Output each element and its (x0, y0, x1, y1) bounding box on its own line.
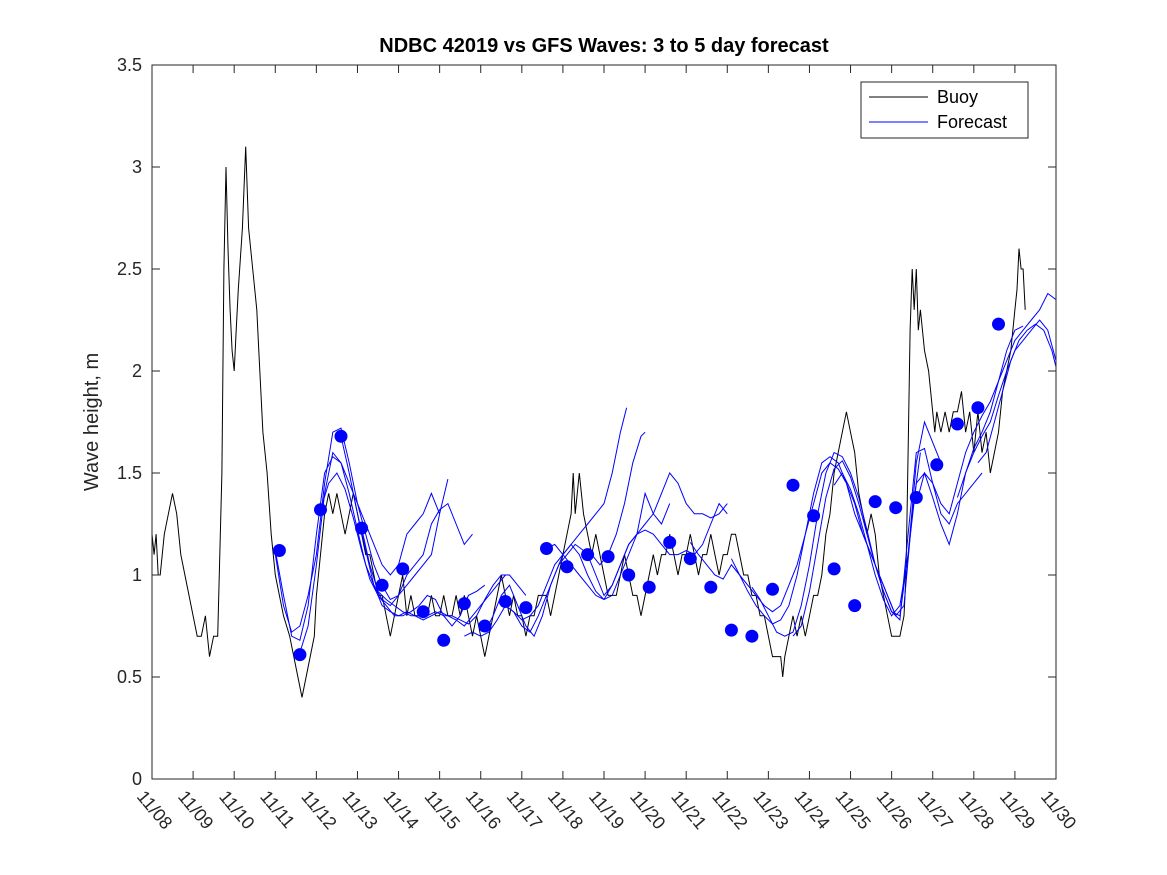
forecast-run-line-2 (274, 455, 441, 642)
buoy-series-line (151, 146, 1026, 698)
forecast-run-line-13 (730, 452, 921, 625)
forecast-marker-8 (416, 605, 430, 619)
forecast-marker-32 (909, 491, 923, 504)
y-tick-label: 2 (132, 361, 142, 381)
forecast-marker-18 (622, 568, 636, 582)
forecast-marker-22 (704, 580, 718, 594)
forecast-marker-2 (293, 648, 307, 662)
forecast-run-line-5 (340, 436, 506, 627)
y-tick-label: 0.5 (117, 667, 142, 687)
y-tick-label: 2.5 (117, 259, 142, 279)
forecast-marker-6 (375, 578, 389, 592)
y-tick-label: 1.5 (117, 463, 142, 483)
forecast-marker-24 (745, 629, 759, 643)
forecast-run-line-16 (833, 325, 1024, 617)
forecast-marker-17 (601, 550, 615, 564)
series-layer (151, 146, 1057, 698)
forecast-marker-5 (355, 521, 369, 535)
forecast-run-line-17 (915, 292, 1057, 515)
forecast-run-line-4 (320, 472, 486, 627)
forecast-marker-28 (827, 562, 841, 576)
forecast-run-line-19 (977, 323, 1057, 464)
forecast-run-line-7 (464, 407, 628, 637)
forecast-marker-11 (478, 619, 492, 633)
forecast-run-line-6 (361, 527, 527, 625)
forecast-marker-1 (272, 544, 286, 557)
marker-layer (272, 317, 1005, 662)
forecast-marker-4 (334, 429, 348, 443)
forecast-marker-33 (930, 458, 944, 472)
forecast-marker-16 (581, 548, 595, 562)
forecast-marker-29 (848, 599, 862, 613)
forecast-marker-7 (396, 562, 410, 576)
forecast-marker-12 (498, 595, 512, 608)
forecast-marker-14 (540, 542, 553, 555)
forecast-marker-13 (519, 601, 533, 615)
y-axis-label: Wave height, m (81, 353, 103, 491)
forecast-run-line-9 (505, 491, 671, 621)
forecast-run-line-12 (689, 462, 897, 616)
forecast-run-line-3 (299, 451, 473, 653)
forecast-marker-10 (457, 597, 471, 611)
y-tick-label: 3.5 (117, 55, 142, 75)
forecast-marker-25 (766, 582, 779, 596)
forecast-marker-20 (663, 535, 677, 549)
forecast-marker-9 (437, 633, 451, 647)
y-tick-label: 0 (132, 769, 142, 789)
legend: Buoy Forecast (860, 81, 1029, 139)
forecast-marker-21 (683, 552, 697, 566)
forecast-run-line-15 (792, 447, 983, 637)
plot-area (152, 65, 1056, 779)
forecast-run-line-8 (484, 431, 646, 638)
forecast-marker-23 (724, 623, 738, 637)
forecast-run-line-18 (956, 319, 1057, 498)
forecast-marker-15 (560, 560, 574, 574)
legend-buoy-label: Buoy (937, 87, 978, 107)
forecast-marker-3 (314, 503, 327, 517)
legend-forecast-label: Forecast (937, 112, 1007, 132)
y-tick-label: 3 (132, 157, 142, 177)
forecast-marker-19 (642, 580, 656, 594)
forecast-marker-34 (950, 417, 964, 431)
forecast-marker-27 (807, 509, 821, 523)
chart-title: NDBC 42019 vs GFS Waves: 3 to 5 day fore… (379, 35, 829, 57)
forecast-run-line-11 (587, 502, 728, 597)
y-tick-label: 1 (132, 565, 142, 585)
legend-box (860, 81, 1029, 139)
forecast-marker-30 (868, 495, 882, 509)
forecast-marker-26 (786, 478, 800, 492)
forecast-run-line-1 (274, 427, 449, 633)
forecast-marker-31 (889, 501, 903, 515)
forecast-marker-36 (992, 317, 1005, 331)
forecast-marker-35 (971, 401, 985, 415)
